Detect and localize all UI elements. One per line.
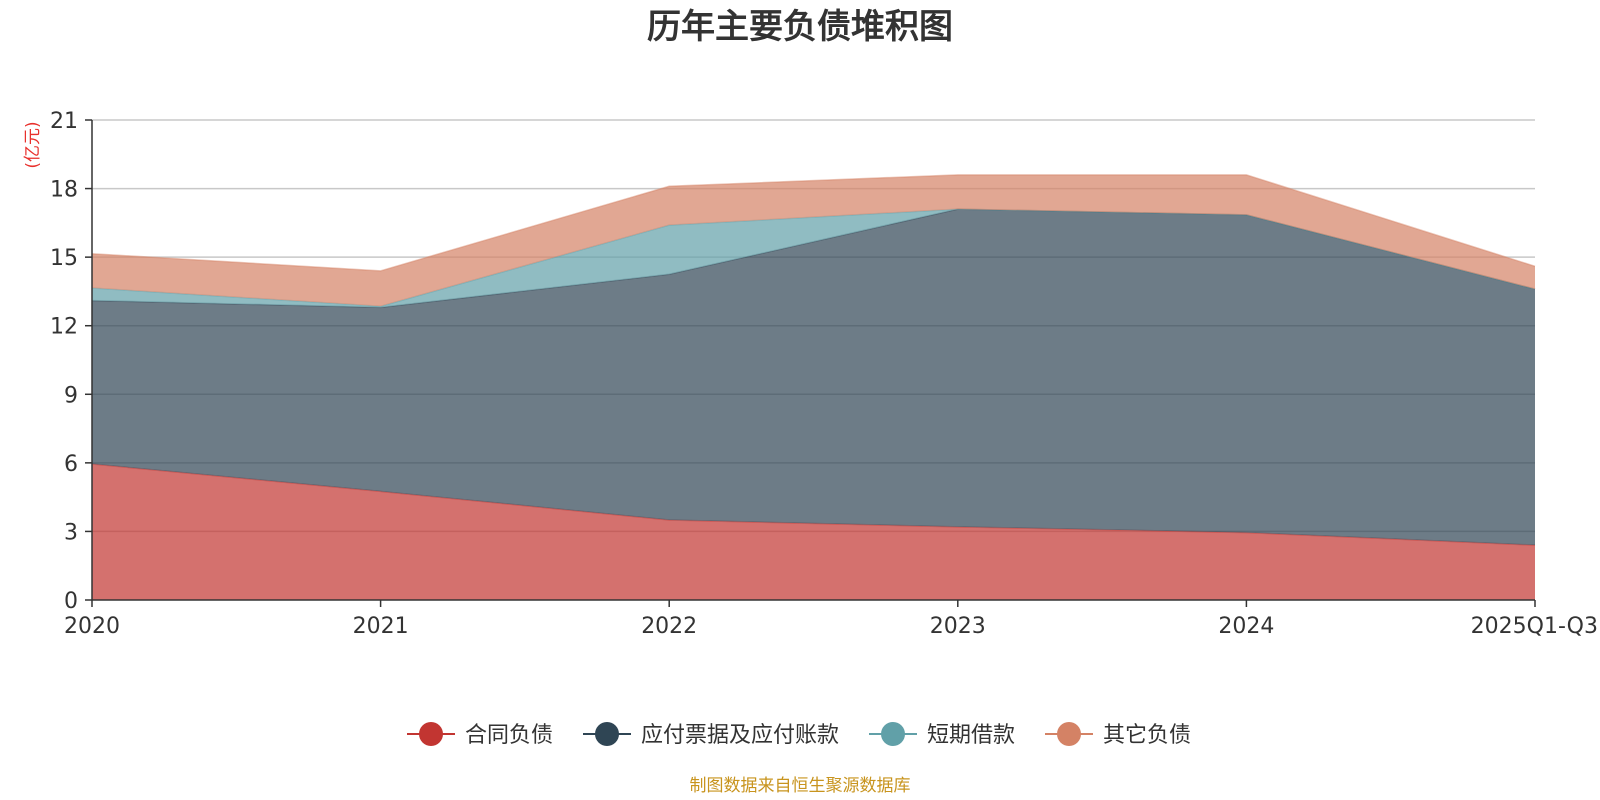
legend-marker: [419, 722, 443, 746]
x-tick-label: 2023: [930, 614, 986, 639]
x-tick-label: 2021: [353, 614, 409, 639]
area-series: [91, 174, 1536, 600]
legend-label: 短期借款: [927, 723, 1015, 748]
chart-title: 历年主要负债堆积图: [647, 7, 953, 47]
legend-marker: [1057, 722, 1081, 746]
legend-label: 其它负债: [1103, 723, 1191, 748]
legend-item-2[interactable]: 应付票据及应付账款: [583, 722, 839, 748]
area-series-1: [92, 464, 1535, 600]
legend-label: 应付票据及应付账款: [641, 723, 839, 748]
x-tick-label: 2025Q1-Q3: [1471, 614, 1598, 639]
area-series-2: [92, 209, 1535, 546]
x-tick-label: 2022: [641, 614, 697, 639]
legend-marker: [881, 722, 905, 746]
y-tick-label: 15: [50, 246, 78, 271]
legend-item-3[interactable]: 短期借款: [869, 722, 1015, 748]
y-tick-label: 6: [64, 452, 78, 477]
legend-label: 合同负债: [465, 723, 553, 748]
y-tick-label: 3: [64, 520, 78, 545]
x-tick-label: 2024: [1218, 614, 1274, 639]
series-line-4: [91, 174, 1536, 272]
data-source-note: 制图数据来自恒生聚源数据库: [690, 776, 911, 796]
y-tick-label: 0: [64, 589, 78, 614]
legend-item-1[interactable]: 合同负债: [407, 722, 553, 748]
axes: [91, 120, 1535, 601]
y-tick-label: 12: [50, 315, 78, 340]
x-axis-ticks: 2020 2021 2022 2023 2024 2025Q1-Q3: [64, 600, 1598, 639]
area-series-3: [92, 209, 1535, 308]
y-tick-label: 9: [64, 383, 78, 408]
area-series-4: [92, 174, 1535, 307]
x-tick-label: 2020: [64, 614, 120, 639]
y-axis-ticks: 0 3 6 9 12 15 18 21: [50, 109, 92, 614]
y-axis-unit-label: (亿元): [23, 121, 43, 168]
legend: 合同负债 应付票据及应付账款 短期借款 其它负债: [407, 722, 1191, 748]
y-tick-label: 21: [50, 109, 78, 134]
legend-item-4[interactable]: 其它负债: [1045, 722, 1191, 748]
y-tick-label: 18: [50, 178, 78, 203]
legend-marker: [595, 722, 619, 746]
